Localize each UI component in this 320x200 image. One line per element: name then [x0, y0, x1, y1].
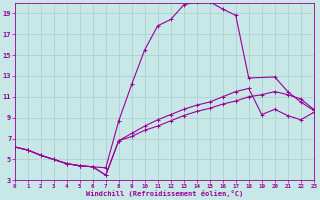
X-axis label: Windchill (Refroidissement éolien,°C): Windchill (Refroidissement éolien,°C) — [86, 190, 243, 197]
